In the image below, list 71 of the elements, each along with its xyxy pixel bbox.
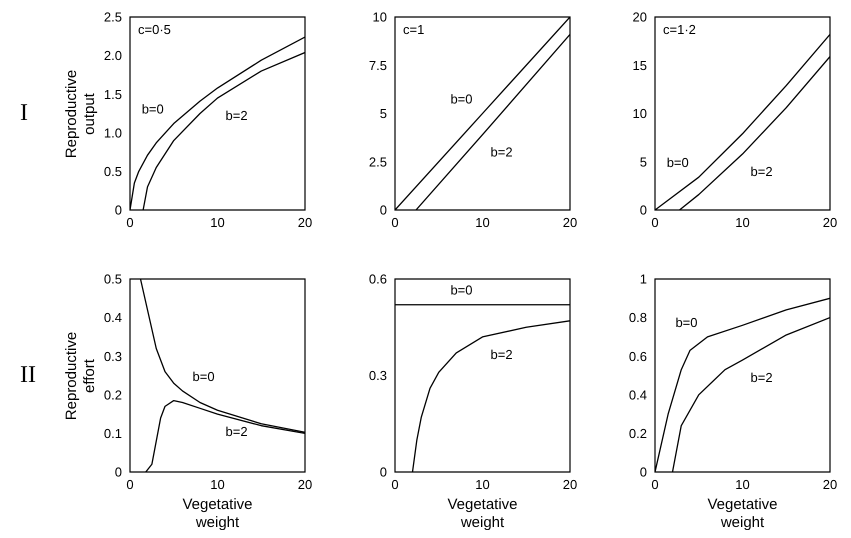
series-label: b=2 — [750, 370, 773, 386]
x-tick-label: 10 — [735, 477, 750, 492]
y-tick-label: 0 — [380, 202, 387, 218]
x-tick-label: 0 — [126, 477, 134, 492]
x-tick-label: 20 — [562, 215, 578, 230]
x-tick-label: 10 — [210, 477, 225, 492]
y-tick-label: 0.3 — [368, 368, 387, 384]
x-tick-label: 20 — [562, 477, 578, 492]
x-tick-label: 10 — [475, 477, 490, 492]
y-tick-label: 0.1 — [104, 426, 122, 442]
y-tick-label: 0.6 — [368, 272, 387, 287]
x-tick-label: 20 — [298, 215, 312, 230]
y-tick-label: 7.5 — [368, 58, 387, 73]
y-tick-label: 1.5 — [104, 86, 122, 102]
y-tick-label: 0 — [640, 464, 647, 480]
y-tick-label: 0.4 — [628, 387, 647, 402]
y-tick-label: 2.5 — [368, 154, 387, 170]
y-tick-label: 5 — [640, 154, 647, 170]
text: II — [20, 362, 36, 388]
series-label: b=0 — [450, 282, 472, 298]
y-axis-title: Reproductive output — [63, 68, 99, 160]
series-label: b=2 — [750, 164, 773, 180]
y-tick-label: 5 — [380, 106, 387, 122]
y-axis-title: Reproductive effort — [63, 330, 99, 422]
x-tick-label: 0 — [651, 215, 659, 230]
x-tick-label: 0 — [651, 477, 659, 492]
annotation: c=0·5 — [138, 22, 171, 37]
y-tick-label: 0.8 — [628, 310, 647, 326]
y-tick-label: 2.5 — [104, 10, 122, 25]
y-tick-label: 2.0 — [104, 48, 122, 64]
annotation: c=1 — [403, 22, 424, 37]
text: I — [20, 100, 28, 126]
x-tick-label: 20 — [822, 477, 838, 492]
annotation: c=1·2 — [663, 22, 696, 37]
x-axis-title: Vegetative weight — [706, 496, 779, 532]
series-label: b=2 — [490, 346, 513, 362]
y-tick-label: 0.5 — [104, 272, 122, 287]
series-label: b=0 — [675, 314, 698, 330]
y-tick-label: 1.0 — [104, 125, 122, 140]
y-tick-label: 0.2 — [628, 426, 647, 442]
x-tick-label: 10 — [475, 215, 490, 230]
y-tick-label: 0.5 — [104, 164, 122, 180]
series-label: b=0 — [450, 92, 472, 106]
series-label: b=0 — [142, 102, 164, 117]
x-tick-label: 20 — [298, 477, 312, 492]
y-tick-label: 0.4 — [104, 310, 122, 326]
y-tick-label: 0.2 — [104, 387, 122, 402]
y-tick-label: 0.6 — [628, 348, 647, 364]
x-tick-label: 20 — [822, 215, 838, 230]
y-tick-label: 0.3 — [104, 348, 122, 364]
x-tick-label: 0 — [391, 477, 399, 492]
series-label: b=0 — [192, 368, 215, 384]
x-tick-label: 0 — [126, 215, 134, 230]
x-tick-label: 10 — [210, 215, 225, 230]
y-tick-label: 15 — [632, 58, 647, 73]
y-tick-label: 0 — [380, 464, 387, 480]
x-tick-label: 0 — [391, 215, 399, 230]
x-tick-label: 10 — [735, 215, 750, 230]
y-tick-label: 10 — [372, 10, 387, 25]
series-label: b=2 — [226, 424, 248, 440]
x-axis-title: Vegetative weight — [446, 496, 519, 532]
y-tick-label: 20 — [632, 10, 647, 25]
y-tick-label: 0 — [640, 202, 647, 218]
y-tick-label: 10 — [632, 106, 647, 122]
series-label: b=0 — [666, 155, 689, 170]
x-axis-title: Vegetative weight — [181, 496, 254, 532]
y-tick-label: 1 — [640, 272, 647, 287]
series-label: b=2 — [226, 108, 248, 124]
series-label: b=2 — [490, 144, 513, 160]
y-tick-label: 0 — [114, 464, 122, 480]
y-tick-label: 0 — [114, 202, 122, 218]
